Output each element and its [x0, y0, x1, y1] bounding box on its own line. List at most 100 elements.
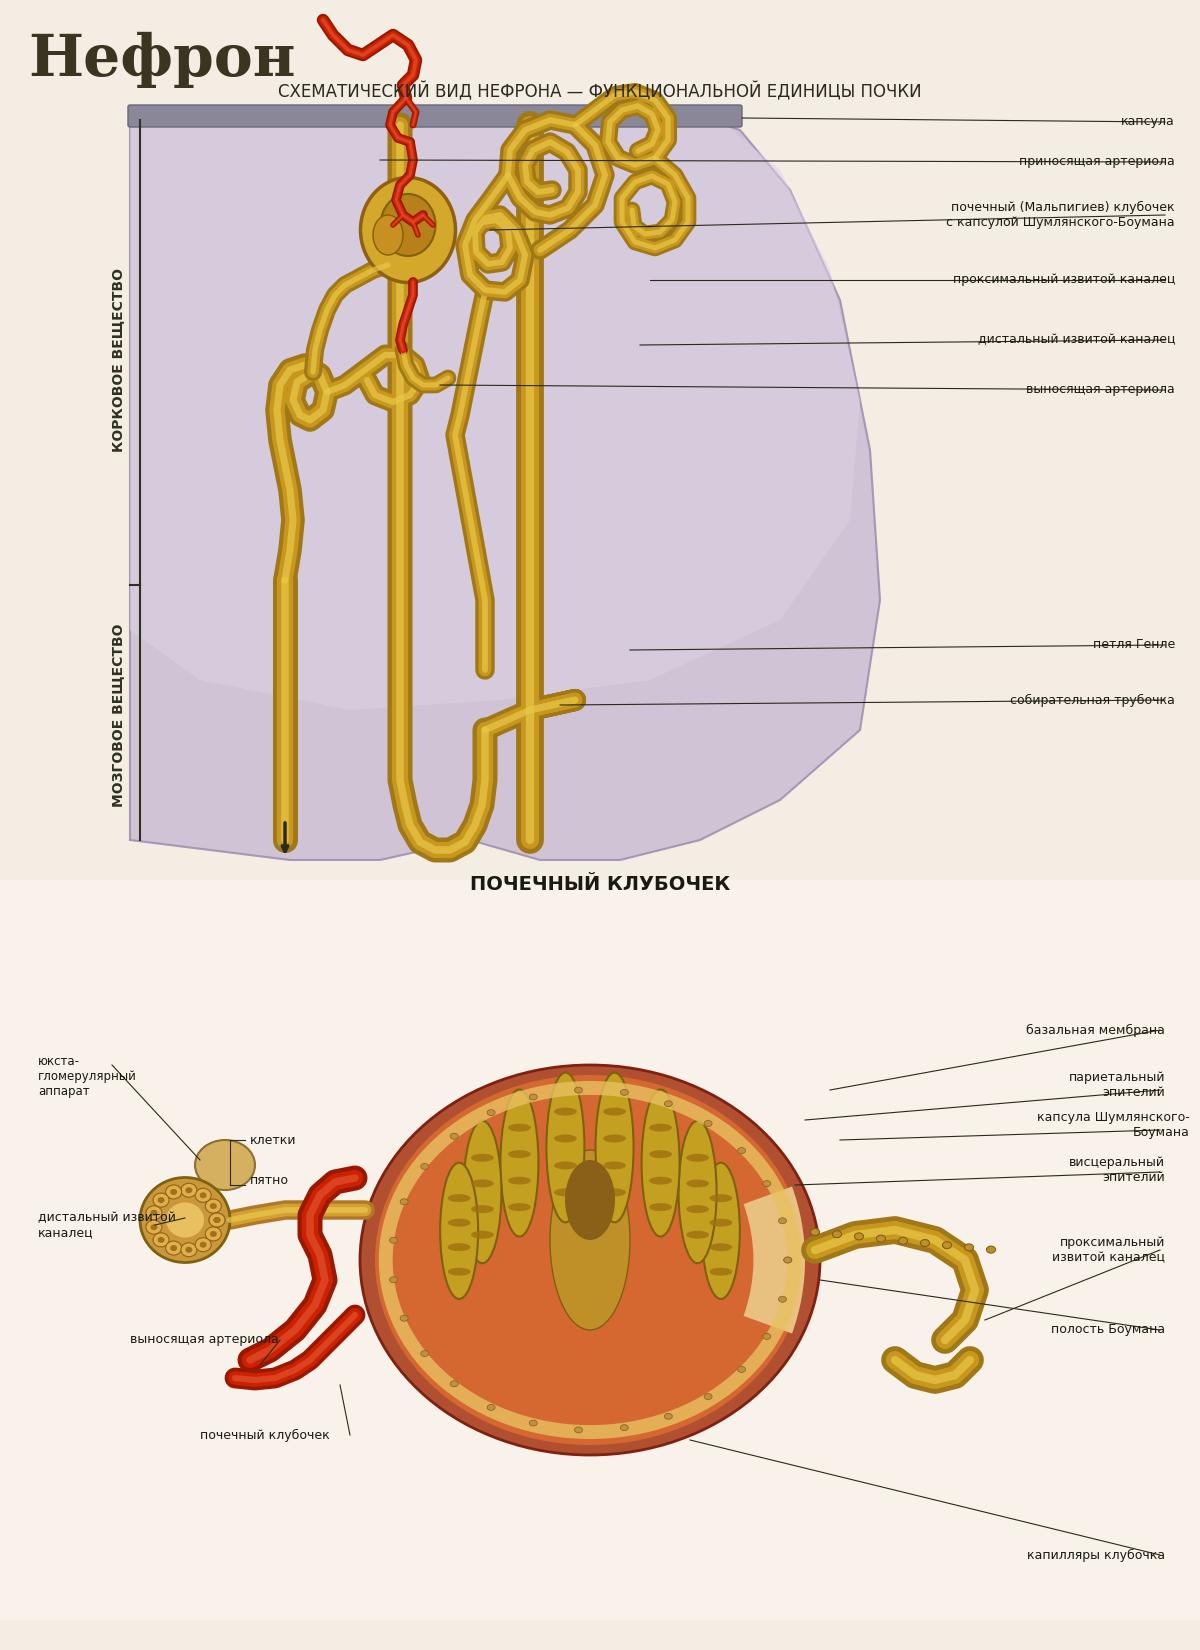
Ellipse shape — [448, 1267, 470, 1275]
Ellipse shape — [166, 1241, 181, 1256]
Ellipse shape — [166, 1203, 204, 1238]
Ellipse shape — [649, 1124, 672, 1132]
Ellipse shape — [146, 1221, 162, 1234]
Text: пятно: пятно — [250, 1173, 289, 1186]
Ellipse shape — [702, 1163, 740, 1299]
PathPatch shape — [130, 111, 880, 860]
Ellipse shape — [575, 1427, 582, 1432]
Ellipse shape — [150, 1209, 157, 1216]
Ellipse shape — [214, 1218, 221, 1223]
Ellipse shape — [205, 1228, 221, 1241]
Ellipse shape — [554, 1135, 577, 1142]
Ellipse shape — [565, 1160, 616, 1241]
Text: проксимальный извитой каналец: проксимальный извитой каналец — [953, 274, 1175, 287]
Text: ПОЧЕЧНЫЙ КЛУБОЧЕК: ПОЧЕЧНЫЙ КЛУБОЧЕК — [470, 874, 730, 894]
Ellipse shape — [763, 1181, 770, 1186]
Ellipse shape — [487, 1404, 496, 1411]
Text: проксимальный
извитой каналец: проксимальный извитой каналец — [1052, 1236, 1165, 1264]
Ellipse shape — [508, 1176, 530, 1185]
PathPatch shape — [130, 111, 860, 710]
Text: приносящая артериола: приносящая артериола — [1019, 155, 1175, 168]
Ellipse shape — [620, 1424, 629, 1431]
Ellipse shape — [373, 214, 403, 256]
Ellipse shape — [181, 1242, 197, 1257]
Ellipse shape — [665, 1101, 672, 1107]
Ellipse shape — [738, 1148, 745, 1153]
Ellipse shape — [508, 1150, 530, 1158]
Ellipse shape — [448, 1219, 470, 1226]
Ellipse shape — [920, 1239, 930, 1246]
Ellipse shape — [360, 178, 456, 282]
Ellipse shape — [899, 1238, 907, 1244]
Ellipse shape — [554, 1162, 577, 1170]
Ellipse shape — [421, 1351, 428, 1356]
Ellipse shape — [876, 1236, 886, 1242]
Text: выносящая артериола: выносящая артериола — [1026, 383, 1175, 396]
Bar — [0, 879, 1200, 1620]
Ellipse shape — [472, 1180, 494, 1188]
Ellipse shape — [678, 1120, 716, 1264]
Ellipse shape — [709, 1242, 732, 1251]
Text: КОРКОВОЕ ВЕЩЕСТВО: КОРКОВОЕ ВЕЩЕСТВО — [112, 267, 125, 452]
Ellipse shape — [833, 1231, 841, 1238]
Ellipse shape — [965, 1244, 973, 1251]
Ellipse shape — [199, 1242, 206, 1247]
Ellipse shape — [199, 1193, 206, 1198]
Ellipse shape — [185, 1188, 192, 1193]
Ellipse shape — [400, 1200, 408, 1204]
Ellipse shape — [440, 1163, 478, 1299]
Ellipse shape — [463, 1120, 502, 1264]
Ellipse shape — [620, 1089, 629, 1096]
Ellipse shape — [196, 1238, 211, 1252]
Ellipse shape — [209, 1213, 226, 1228]
Ellipse shape — [472, 1204, 494, 1213]
Ellipse shape — [500, 1089, 539, 1236]
Text: юкста-
гломерулярный
аппарат: юкста- гломерулярный аппарат — [38, 1054, 137, 1097]
Ellipse shape — [154, 1193, 169, 1208]
Ellipse shape — [390, 1277, 397, 1282]
Ellipse shape — [649, 1150, 672, 1158]
Text: капилляры клубочка: капилляры клубочка — [1027, 1548, 1165, 1561]
Ellipse shape — [181, 1183, 197, 1198]
Ellipse shape — [170, 1246, 178, 1251]
Ellipse shape — [779, 1218, 786, 1224]
Ellipse shape — [709, 1219, 732, 1226]
Ellipse shape — [554, 1107, 577, 1115]
Ellipse shape — [779, 1297, 786, 1302]
Ellipse shape — [986, 1246, 996, 1252]
Ellipse shape — [784, 1257, 792, 1262]
Ellipse shape — [210, 1231, 217, 1238]
Ellipse shape — [595, 1072, 634, 1223]
Ellipse shape — [194, 1140, 256, 1190]
Ellipse shape — [686, 1204, 709, 1213]
Ellipse shape — [157, 1238, 164, 1242]
Ellipse shape — [170, 1190, 178, 1195]
Ellipse shape — [686, 1231, 709, 1239]
Text: базальная мембрана: базальная мембрана — [1026, 1023, 1165, 1036]
Ellipse shape — [450, 1134, 458, 1138]
Ellipse shape — [196, 1188, 211, 1203]
Text: дистальный извитой
каналец: дистальный извитой каналец — [38, 1211, 176, 1239]
Ellipse shape — [649, 1203, 672, 1211]
Ellipse shape — [738, 1366, 745, 1373]
Ellipse shape — [642, 1089, 679, 1236]
Ellipse shape — [400, 1315, 408, 1322]
Text: выносящая артериола: выносящая артериола — [130, 1333, 278, 1346]
Ellipse shape — [686, 1180, 709, 1188]
Text: собирательная трубочка: собирательная трубочка — [1010, 693, 1175, 706]
Text: МОЗГОВОЕ ВЕЩЕСТВО: МОЗГОВОЕ ВЕЩЕСТВО — [112, 624, 125, 807]
Ellipse shape — [448, 1242, 470, 1251]
Ellipse shape — [380, 195, 436, 256]
Ellipse shape — [214, 1218, 221, 1223]
Ellipse shape — [709, 1195, 732, 1203]
Ellipse shape — [550, 1150, 630, 1330]
Wedge shape — [744, 1186, 805, 1333]
Text: почечный (Мальпигиев) клубочек
с капсулой Шумлянского-Боумана: почечный (Мальпигиев) клубочек с капсуло… — [947, 201, 1175, 229]
Ellipse shape — [665, 1414, 672, 1419]
Ellipse shape — [450, 1381, 458, 1386]
Ellipse shape — [166, 1185, 181, 1200]
FancyBboxPatch shape — [128, 106, 742, 127]
Ellipse shape — [360, 1064, 820, 1455]
Ellipse shape — [487, 1109, 496, 1115]
Ellipse shape — [686, 1153, 709, 1162]
